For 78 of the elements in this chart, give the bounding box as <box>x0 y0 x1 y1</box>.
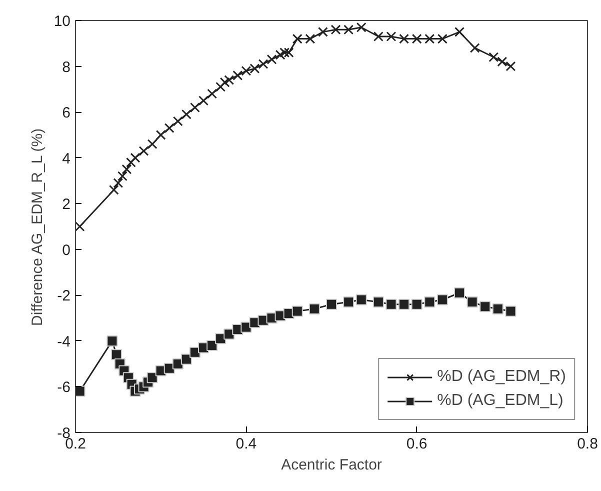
point <box>164 123 174 134</box>
point <box>156 130 166 140</box>
y-tick-label: 2 <box>62 196 70 214</box>
legend-label: %D (AG_EDM_L) <box>437 392 564 410</box>
point <box>122 164 132 174</box>
point <box>373 32 384 42</box>
point <box>398 298 410 310</box>
point <box>113 178 124 188</box>
point <box>266 54 277 64</box>
point <box>106 335 118 346</box>
point <box>454 287 465 298</box>
point <box>454 26 464 37</box>
point <box>386 298 397 310</box>
point <box>356 22 366 32</box>
point <box>224 75 234 86</box>
y-tick-label: 8 <box>62 58 70 76</box>
point <box>424 296 436 308</box>
y-tick-label: 10 <box>54 13 71 30</box>
point <box>330 24 341 35</box>
y-tick-label: 6 <box>62 104 70 122</box>
point <box>110 349 122 360</box>
point <box>181 109 192 120</box>
point <box>108 184 119 195</box>
point <box>76 222 85 232</box>
point <box>292 306 303 317</box>
x-tick-label: 0.8 <box>577 436 598 452</box>
point <box>147 139 158 150</box>
point <box>305 34 316 44</box>
y-tick-label: -4 <box>57 333 71 350</box>
point <box>344 24 354 35</box>
point <box>138 146 149 156</box>
point <box>146 372 158 384</box>
point <box>424 34 435 44</box>
point <box>437 34 448 44</box>
point <box>207 88 218 99</box>
x-axis-title: Acentric Factor <box>281 456 382 474</box>
x-tick-label: 0.6 <box>406 436 428 452</box>
point <box>232 70 243 80</box>
point <box>280 48 290 58</box>
point <box>356 294 367 306</box>
point <box>206 340 218 352</box>
point <box>292 34 302 44</box>
point <box>436 294 448 306</box>
x-tick-label: 0.4 <box>236 436 257 452</box>
point <box>411 298 422 310</box>
point <box>343 296 354 308</box>
point <box>470 42 480 53</box>
point <box>216 82 226 92</box>
point <box>126 157 136 168</box>
point <box>190 102 200 112</box>
point <box>386 32 396 42</box>
point <box>117 171 128 182</box>
point <box>480 301 491 312</box>
point <box>198 96 208 106</box>
point <box>76 386 86 397</box>
point <box>372 296 384 308</box>
y-tick-label: -6 <box>57 379 71 396</box>
point <box>466 296 478 308</box>
point <box>492 303 504 314</box>
point <box>130 152 140 163</box>
point <box>399 34 410 44</box>
point <box>497 56 508 67</box>
point <box>326 298 337 310</box>
point <box>308 303 320 314</box>
point <box>412 34 422 44</box>
point <box>506 61 516 72</box>
legend-label: %D (AG_EDM_R) <box>437 368 566 386</box>
y-tick-label: 0 <box>62 242 70 259</box>
point <box>172 116 183 126</box>
y-tick-label: 4 <box>62 150 70 168</box>
point <box>220 77 230 88</box>
y-axis-title: Difference AG_EDM_R_L (%) <box>28 128 46 326</box>
point <box>488 52 499 62</box>
point <box>180 354 192 365</box>
point <box>318 26 328 37</box>
y-tick-label: -2 <box>57 288 71 305</box>
point <box>505 306 516 317</box>
point <box>258 58 268 69</box>
